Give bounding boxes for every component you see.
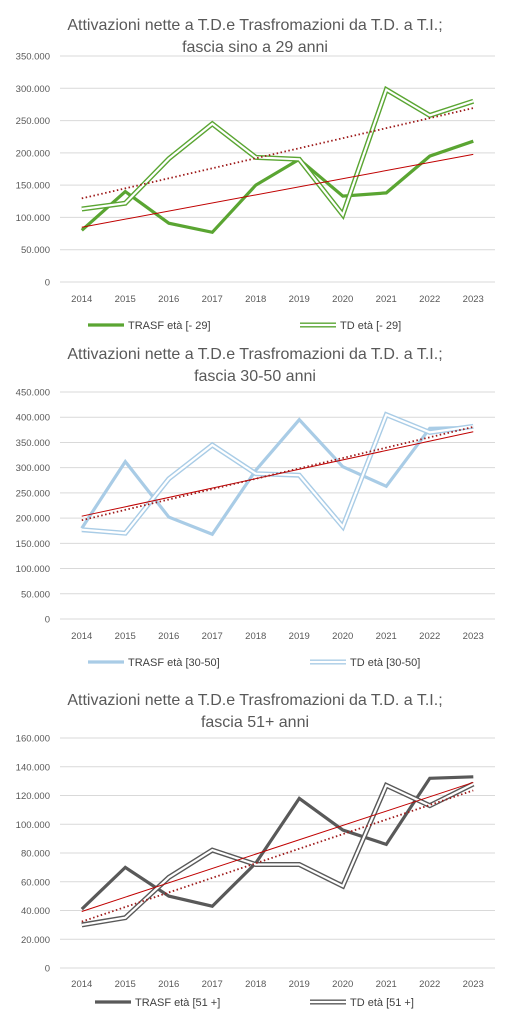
legend-label: TD età [30-50] <box>350 657 420 669</box>
chart-title-line: fascia sino a 29 anni <box>182 39 328 56</box>
legend-label: TD età [51 +] <box>350 997 414 1009</box>
chart-title-line: Attivazioni nette a T.D.e Trasfromazioni… <box>67 692 442 709</box>
chart-title-line: fascia 51+ anni <box>201 714 309 731</box>
chart-title-line: Attivazioni nette a T.D.e Trasfromazioni… <box>67 346 442 363</box>
x-tick-label: 2019 <box>289 631 310 642</box>
y-tick-label: 60.000 <box>21 877 50 888</box>
y-tick-label: 0 <box>45 278 50 289</box>
legend-label: TRASF età [- 29] <box>128 320 211 332</box>
y-tick-label: 140.000 <box>16 762 50 773</box>
y-tick-label: 20.000 <box>21 935 50 946</box>
x-tick-label: 2022 <box>419 294 440 305</box>
series-line-inner-2 <box>81 783 474 926</box>
x-tick-label: 2018 <box>245 294 266 305</box>
y-tick-label: 100.000 <box>16 213 50 224</box>
x-tick-label: 2023 <box>463 294 484 305</box>
legend-label: TD età [- 29] <box>340 320 401 332</box>
x-tick-label: 2020 <box>332 631 353 642</box>
legend-item-1: TRASF età [30-50] <box>88 657 220 669</box>
x-tick-label: 2015 <box>115 631 136 642</box>
y-tick-label: 50.000 <box>21 245 50 256</box>
y-tick-label: 200.000 <box>16 514 50 525</box>
y-tick-label: 80.000 <box>21 849 50 860</box>
x-tick-label: 2023 <box>463 979 484 990</box>
legend-item-2: TD età [30-50] <box>310 657 420 669</box>
x-tick-label: 2016 <box>158 631 179 642</box>
series-line-1 <box>80 139 474 235</box>
y-tick-label: 0 <box>45 615 50 626</box>
x-tick-label: 2015 <box>115 294 136 305</box>
legend-item-1: TRASF età [- 29] <box>88 320 211 332</box>
series-line-2 <box>81 85 475 220</box>
y-tick-label: 300.000 <box>16 84 50 95</box>
x-tick-label: 2020 <box>332 294 353 305</box>
legend-item-1: TRASF età [51 +] <box>95 997 220 1009</box>
y-tick-label: 100.000 <box>16 564 50 575</box>
y-tick-label: 200.000 <box>16 148 50 159</box>
x-tick-label: 2021 <box>376 979 397 990</box>
trend-line-2 <box>81 426 474 522</box>
chart-2: Attivazioni nette a T.D.e Trasfromazioni… <box>16 346 495 669</box>
y-tick-label: 100.000 <box>16 820 50 831</box>
x-tick-label: 2018 <box>245 631 266 642</box>
y-tick-label: 250.000 <box>16 488 50 499</box>
trend-line-1 <box>81 153 474 228</box>
trend-line-2 <box>81 107 474 200</box>
series-line-inner-2 <box>81 87 474 218</box>
x-tick-label: 2017 <box>202 979 223 990</box>
y-tick-label: 350.000 <box>16 438 50 449</box>
trend-line-2 <box>81 789 474 923</box>
chart-title-line: fascia 30-50 anni <box>194 368 316 385</box>
y-tick-label: 40.000 <box>21 906 50 917</box>
x-tick-label: 2019 <box>289 979 310 990</box>
series-line-1 <box>80 417 474 537</box>
x-tick-label: 2022 <box>419 979 440 990</box>
y-tick-label: 300.000 <box>16 463 50 474</box>
x-tick-label: 2014 <box>71 979 92 990</box>
y-tick-label: 450.000 <box>16 388 50 399</box>
chart-3: Attivazioni nette a T.D.e Trasfromazioni… <box>16 692 495 1009</box>
y-tick-label: 150.000 <box>16 539 50 550</box>
legend-label: TRASF età [30-50] <box>128 657 220 669</box>
x-tick-label: 2021 <box>376 631 397 642</box>
trend-line-1 <box>81 781 474 912</box>
x-tick-label: 2014 <box>71 294 92 305</box>
y-tick-label: 50.000 <box>21 589 50 600</box>
y-tick-label: 150.000 <box>16 181 50 192</box>
y-tick-label: 120.000 <box>16 791 50 802</box>
x-tick-label: 2015 <box>115 979 136 990</box>
chart-title-line: Attivazioni nette a T.D.e Trasfromazioni… <box>67 17 442 34</box>
x-tick-label: 2016 <box>158 979 179 990</box>
x-tick-label: 2014 <box>71 631 92 642</box>
x-tick-label: 2017 <box>202 294 223 305</box>
y-tick-label: 350.000 <box>16 52 50 63</box>
x-tick-label: 2022 <box>419 631 440 642</box>
x-tick-label: 2017 <box>202 631 223 642</box>
y-tick-label: 0 <box>45 964 50 975</box>
chart-1: Attivazioni nette a T.D.e Trasfromazioni… <box>16 17 495 332</box>
legend-item-2: TD età [- 29] <box>300 320 401 332</box>
x-tick-label: 2019 <box>289 294 310 305</box>
x-tick-label: 2018 <box>245 979 266 990</box>
y-tick-label: 400.000 <box>16 413 50 424</box>
x-tick-label: 2020 <box>332 979 353 990</box>
x-tick-label: 2023 <box>463 631 484 642</box>
x-tick-label: 2021 <box>376 294 397 305</box>
y-tick-label: 250.000 <box>16 116 50 127</box>
legend-item-2: TD età [51 +] <box>310 997 414 1009</box>
legend-label: TRASF età [51 +] <box>135 997 220 1009</box>
x-tick-label: 2016 <box>158 294 179 305</box>
y-tick-label: 160.000 <box>16 734 50 745</box>
